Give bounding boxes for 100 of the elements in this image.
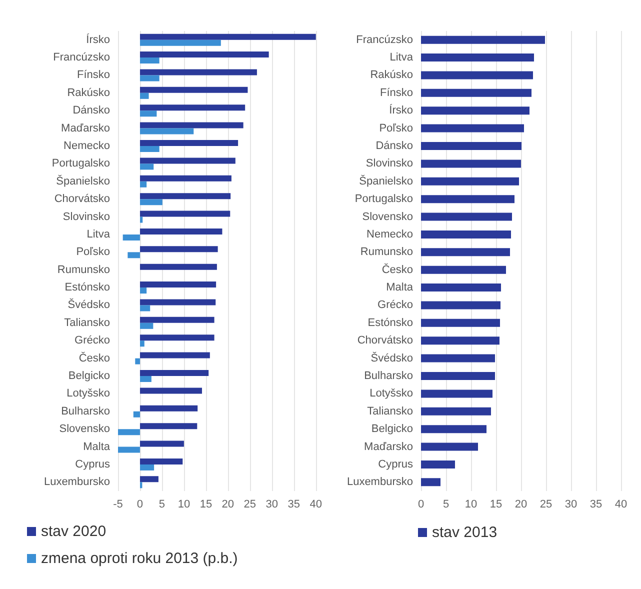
y-tick-label: Nemecko xyxy=(64,140,110,152)
bar xyxy=(140,352,210,358)
bar xyxy=(140,334,214,341)
bar xyxy=(118,429,140,436)
y-tick-label: Lotyšsko xyxy=(370,388,413,400)
bar xyxy=(421,106,530,115)
bar xyxy=(140,476,158,482)
legend-label: stav 2013 xyxy=(432,524,498,541)
bar xyxy=(140,75,160,82)
bar xyxy=(140,34,316,40)
y-tick-label: Švédsko xyxy=(370,351,413,364)
bar xyxy=(421,336,500,345)
bar xyxy=(421,160,521,168)
x-tick-label: 10 xyxy=(464,498,478,510)
bar xyxy=(140,146,160,152)
y-tick-label: Luxembursko xyxy=(346,476,413,488)
y-tick-label: Poľsko xyxy=(76,246,110,258)
bar xyxy=(140,458,183,464)
bar xyxy=(118,446,140,453)
y-tick-label: Bulharsko xyxy=(61,405,110,418)
bar xyxy=(421,372,495,380)
bar xyxy=(140,322,154,329)
y-tick-label: Fínsko xyxy=(380,86,413,99)
x-tick-label: 5 xyxy=(158,498,166,510)
bar xyxy=(421,266,506,274)
y-tick-label: Nemecko xyxy=(366,228,413,240)
x-tick-label: 35 xyxy=(288,498,300,510)
y-tick-label: Lotyšsko xyxy=(66,388,110,400)
bar xyxy=(140,376,152,382)
bar xyxy=(140,92,149,99)
y-tick-label: Španielsko xyxy=(56,174,110,188)
x-tick-label: 25 xyxy=(540,498,552,510)
bar xyxy=(140,199,162,206)
y-tick-label: Francúzsko xyxy=(356,34,413,46)
y-tick-label: Rumunsko xyxy=(360,246,413,258)
y-tick-label: Rakúsko xyxy=(67,86,110,99)
bar xyxy=(140,340,144,347)
bar xyxy=(140,140,238,146)
y-tick-label: Írsko xyxy=(86,32,110,46)
y-tick-label: Litva xyxy=(86,228,111,240)
bar xyxy=(140,175,232,182)
x-tick-label: 30 xyxy=(266,498,278,510)
bar xyxy=(421,212,512,221)
legend-label: zmena oproti roku 2013 (p.b.) xyxy=(41,550,238,567)
bar xyxy=(140,122,244,128)
bar xyxy=(140,305,150,312)
bar xyxy=(421,54,534,62)
y-tick-label: Slovinsko xyxy=(62,210,110,223)
bar xyxy=(135,358,140,364)
bar xyxy=(122,234,140,240)
bar xyxy=(421,88,532,97)
x-tick-label: -5 xyxy=(113,498,123,510)
bar xyxy=(421,318,500,327)
y-tick-label: Slovensko xyxy=(362,210,413,223)
y-tick-label: Portugalsko xyxy=(52,158,110,170)
bar xyxy=(140,282,216,288)
y-tick-label: Rumunsko xyxy=(57,264,110,276)
y-tick-label: Estónsko xyxy=(64,282,110,294)
y-tick-label: Maďarsko xyxy=(364,440,413,453)
y-tick-label: Cyprus xyxy=(75,458,110,470)
bar xyxy=(140,181,147,188)
bar xyxy=(421,301,500,310)
y-tick-label: Grécko xyxy=(378,299,413,312)
y-tick-label: Malta xyxy=(386,282,414,294)
y-tick-label: Francúzsko xyxy=(53,52,110,64)
bar xyxy=(140,52,269,58)
bar xyxy=(140,264,217,270)
y-tick-label: Belgicko xyxy=(371,423,413,436)
bar xyxy=(140,58,160,64)
bar xyxy=(140,482,142,488)
bar xyxy=(140,423,198,430)
bar xyxy=(421,230,511,238)
bar xyxy=(140,370,209,376)
bar xyxy=(140,299,216,306)
bar xyxy=(140,405,198,412)
y-tick-label: Španielsko xyxy=(359,174,413,188)
bar xyxy=(421,177,519,186)
bar xyxy=(140,69,257,76)
x-tick-label: 0 xyxy=(418,498,424,510)
y-tick-label: Taliansko xyxy=(367,405,413,418)
bar xyxy=(140,164,154,170)
bar xyxy=(140,216,143,223)
y-tick-label: Česko xyxy=(382,262,413,276)
y-tick-label: Švédsko xyxy=(68,298,110,312)
y-tick-label: Malta xyxy=(83,440,111,453)
y-tick-label: Taliansko xyxy=(64,316,110,329)
y-tick-label: Luxembursko xyxy=(44,476,110,488)
legend-label: stav 2020 xyxy=(41,523,106,540)
x-tick-label: 25 xyxy=(244,498,256,510)
bar xyxy=(140,86,248,93)
bar xyxy=(140,193,231,200)
bar xyxy=(421,248,510,256)
y-tick-label: Grécko xyxy=(74,334,110,347)
bar xyxy=(421,124,524,132)
y-tick-label: Belgicko xyxy=(68,370,110,382)
y-tick-label: Litva xyxy=(390,52,414,64)
bar xyxy=(421,407,491,416)
y-tick-label: Rakúsko xyxy=(370,69,413,82)
x-tick-label: 35 xyxy=(590,498,602,510)
x-tick-label: 5 xyxy=(442,498,450,510)
